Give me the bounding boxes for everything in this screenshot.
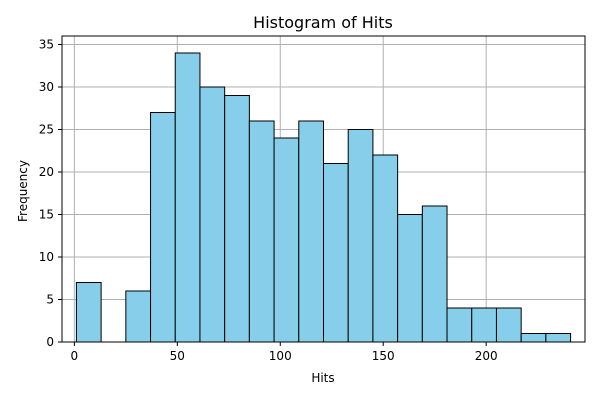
chart-title: Histogram of Hits — [253, 13, 393, 32]
histogram-bar — [224, 95, 250, 343]
y-tick-label: 25 — [39, 123, 54, 137]
histogram-bar — [421, 205, 448, 343]
x-axis-ticks: 0 50 100 150 200 — [71, 342, 498, 363]
y-tick-label: 10 — [39, 250, 54, 264]
y-axis-ticks: 0 5 10 15 20 25 30 35 — [39, 38, 62, 349]
histogram-bar — [446, 307, 473, 343]
histogram-bar — [495, 307, 522, 343]
x-tick-label: 100 — [269, 349, 292, 363]
x-axis-label: Hits — [311, 371, 334, 385]
histogram-bar — [471, 307, 497, 343]
plot-frame — [61, 35, 586, 343]
y-tick-label: 5 — [46, 293, 54, 307]
x-tick-label: 200 — [475, 349, 498, 363]
x-tick-label: 0 — [71, 349, 79, 363]
y-axis-label: Frequency — [16, 160, 30, 222]
histogram-bar — [125, 290, 152, 343]
y-tick-label: 35 — [39, 38, 54, 52]
y-tick-label: 0 — [46, 335, 54, 349]
histogram-bar — [520, 333, 547, 343]
histogram-bar — [75, 282, 102, 343]
y-tick-label: 30 — [39, 80, 54, 94]
histogram-bar — [199, 86, 226, 343]
histogram-bar — [174, 52, 201, 343]
histogram-bar — [347, 129, 374, 343]
y-tick-label: 15 — [39, 208, 54, 222]
histogram-bar — [150, 112, 176, 343]
x-tick-label: 150 — [372, 349, 395, 363]
y-tick-label: 20 — [39, 165, 54, 179]
histogram-bar — [323, 163, 349, 343]
histogram-bar — [248, 120, 275, 343]
histogram-bar — [372, 154, 399, 343]
x-tick-label: 50 — [170, 349, 185, 363]
histogram-bar — [298, 120, 325, 343]
histogram-bar — [273, 137, 300, 343]
histogram-bars — [75, 52, 572, 343]
histogram-bar — [545, 333, 572, 343]
histogram-bar — [397, 214, 423, 343]
